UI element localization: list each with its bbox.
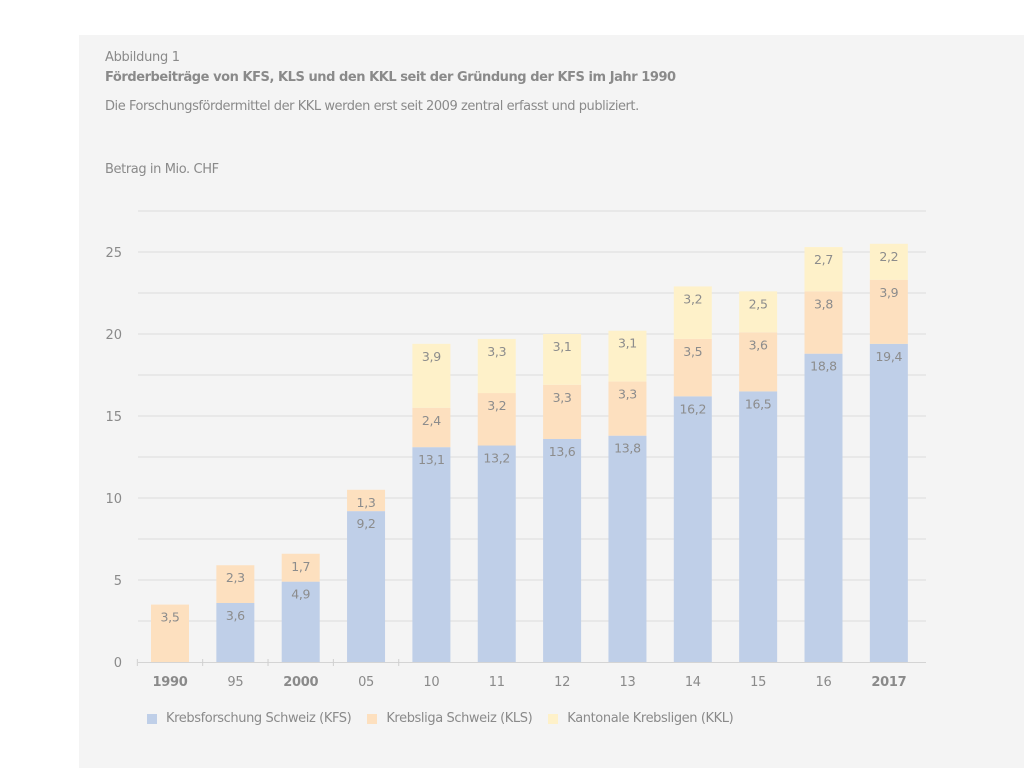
x-tick-label: 05 <box>358 675 374 690</box>
data-label-kls: 3,8 <box>814 296 833 311</box>
chart-legend: Krebsforschung Schweiz (KFS) Krebsliga Sc… <box>147 711 749 726</box>
data-label-kls: 1,3 <box>357 495 376 510</box>
bar-segment-kls <box>543 384 582 439</box>
data-label-kfs: 13,6 <box>549 444 576 459</box>
data-label-kfs: 3,6 <box>226 608 245 623</box>
legend-label-kls: Krebsliga Schweiz (KLS) <box>386 711 533 726</box>
bar-segment-kkl <box>412 343 451 408</box>
x-tick-label: 95 <box>227 675 243 690</box>
figure-label: Abbildung 1 <box>105 50 180 65</box>
bar-segment-kkl <box>477 338 516 394</box>
data-label-kfs: 13,8 <box>614 441 641 456</box>
x-tick-label: 12 <box>554 675 570 690</box>
bar-segment-kls <box>739 332 778 392</box>
bar-segment-kfs <box>412 447 451 662</box>
y-tick-label: 15 <box>105 410 122 425</box>
bar-segment-kls <box>347 489 386 512</box>
x-tick-label: 2017 <box>871 675 906 690</box>
data-label-kkl: 3,1 <box>618 336 637 351</box>
y-tick-label: 0 <box>114 656 122 671</box>
legend-swatch-kls <box>367 713 378 724</box>
data-label-kls: 2,3 <box>226 570 245 585</box>
data-label-kkl: 3,9 <box>422 349 441 364</box>
bar-segment-kkl <box>608 330 647 382</box>
bar-segment-kfs <box>216 602 255 662</box>
bar-segment-kkl <box>543 334 582 385</box>
data-label-kfs: 13,2 <box>483 451 510 466</box>
legend-item-kkl: Kantonale Krebsligen (KKL) <box>548 711 734 726</box>
bar-segment-kfs <box>477 445 516 662</box>
bar-segment-kfs <box>673 396 712 662</box>
legend-swatch-kkl <box>548 713 559 724</box>
bar-segment-kfs <box>347 511 386 662</box>
data-label-kfs: 19,4 <box>876 349 903 364</box>
bar-segment-kfs <box>543 438 582 662</box>
data-label-kls: 3,2 <box>487 398 506 413</box>
data-label-kkl: 3,3 <box>487 344 506 359</box>
bar-segment-kfs <box>608 435 647 662</box>
x-tick-label: 10 <box>423 675 439 690</box>
bar-segment-kfs <box>281 581 320 662</box>
legend-label-kfs: Krebsforschung Schweiz (KFS) <box>166 711 352 726</box>
data-label-kfs: 16,2 <box>679 401 706 416</box>
y-tick-label: 10 <box>105 492 122 507</box>
data-label-kfs: 18,8 <box>810 359 837 374</box>
data-label-kls: 3,5 <box>161 610 180 625</box>
x-tick-label: 13 <box>619 675 635 690</box>
data-label-kkl: 2,7 <box>814 252 833 267</box>
bar-segment-kkl <box>869 243 908 280</box>
data-label-kkl: 3,2 <box>683 291 702 306</box>
bar-segment-kls <box>804 291 843 354</box>
bar-segment-kls <box>412 407 451 448</box>
data-label-kfs: 4,9 <box>291 587 310 602</box>
data-label-kls: 1,7 <box>291 559 310 574</box>
bar-segment-kkl <box>804 247 843 292</box>
data-label-kls: 2,4 <box>422 413 441 428</box>
bar-segment-kls <box>869 279 908 344</box>
bar-segment-kfs <box>869 343 908 662</box>
bar-segment-kfs <box>804 353 843 662</box>
bar-segment-kls <box>608 381 647 436</box>
legend-item-kls: Krebsliga Schweiz (KLS) <box>367 711 533 726</box>
bar-segment-kfs <box>739 391 778 662</box>
figure-title: Förderbeiträge von KFS, KLS und den KKL … <box>105 70 676 85</box>
bar-segment-kkl <box>673 286 712 339</box>
bar-segment-kls <box>477 393 516 446</box>
data-label-kfs: 9,2 <box>357 516 376 531</box>
x-tick-label: 11 <box>489 675 505 690</box>
data-label-kkl: 2,5 <box>749 296 768 311</box>
y-axis-label: Betrag in Mio. CHF <box>105 162 219 177</box>
data-label-kls: 3,6 <box>749 337 768 352</box>
legend-swatch-kfs <box>147 713 157 724</box>
bar-segment-kls <box>673 338 712 397</box>
x-tick-label: 2000 <box>283 675 318 690</box>
data-label-kls: 3,3 <box>553 390 572 405</box>
data-label-kls: 3,3 <box>618 387 637 402</box>
bar-segment-kls <box>216 565 255 603</box>
y-tick-label: 25 <box>105 246 122 261</box>
figure-subtitle: Die Forschungsfördermittel der KKL werde… <box>105 99 639 114</box>
bar-segment-kls <box>281 553 320 582</box>
x-tick-label: 16 <box>816 675 832 690</box>
x-tick-label: 1990 <box>153 675 188 690</box>
y-tick-label: 5 <box>114 574 122 589</box>
data-label-kkl: 2,2 <box>879 249 898 264</box>
data-label-kls: 3,9 <box>879 285 898 300</box>
data-label-kfs: 13,1 <box>418 452 445 467</box>
y-tick-label: 20 <box>105 328 122 343</box>
data-label-kfs: 16,5 <box>745 396 772 411</box>
x-tick-label: 14 <box>685 675 701 690</box>
data-label-kls: 3,5 <box>683 344 702 359</box>
bar-segment-kls <box>151 604 189 662</box>
bar-segment-kkl <box>739 291 778 333</box>
legend-label-kkl: Kantonale Krebsligen (KKL) <box>567 711 734 726</box>
x-tick-label: 15 <box>750 675 766 690</box>
data-label-kkl: 3,1 <box>553 339 572 354</box>
legend-item-kfs: Krebsforschung Schweiz (KFS) <box>147 711 352 726</box>
